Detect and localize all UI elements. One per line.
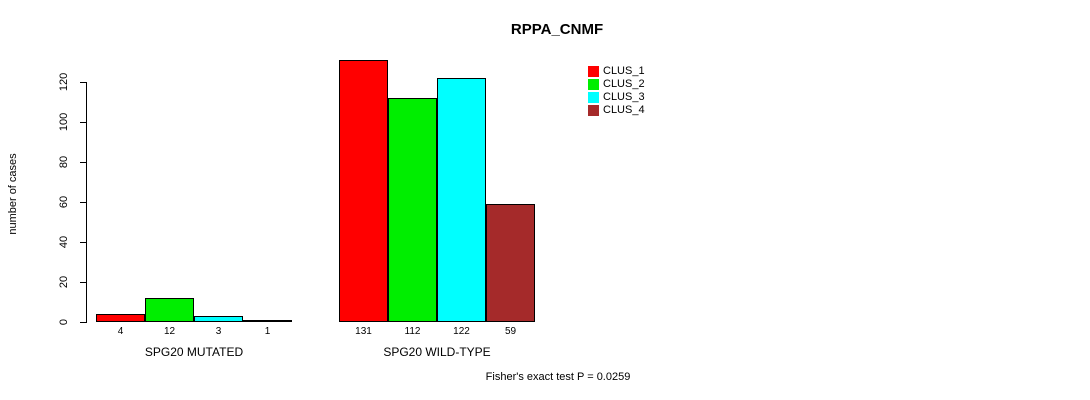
y-axis-tick xyxy=(80,202,86,203)
legend-swatch-icon xyxy=(588,79,599,90)
y-axis-tick xyxy=(80,122,86,123)
y-axis-tick xyxy=(80,242,86,243)
y-axis-tick-label: 100 xyxy=(58,112,70,132)
bar-value-label: 3 xyxy=(215,326,222,337)
y-axis-tick-label: 0 xyxy=(58,318,70,326)
y-axis-tick xyxy=(80,162,86,163)
y-axis-line xyxy=(86,82,87,323)
bar-value-label: 12 xyxy=(163,326,176,337)
y-axis-tick-label: 120 xyxy=(58,72,70,92)
legend: CLUS_1 CLUS_2 CLUS_3 CLUS_4 xyxy=(588,65,645,117)
y-axis-tick-label: 60 xyxy=(58,195,70,209)
group-label-2: SPG20 WILD-TYPE xyxy=(383,345,491,359)
legend-row-clus_4: CLUS_4 xyxy=(588,104,645,117)
bar-value-label: 112 xyxy=(404,326,421,337)
bar-value-label: 131 xyxy=(355,326,372,337)
bar-value-label: 4 xyxy=(117,326,124,337)
bar-clus_3-group1 xyxy=(194,316,243,322)
bar-clus_2-group2 xyxy=(388,98,437,322)
bar-clus_1-group2 xyxy=(339,60,388,322)
group-label-1: SPG20 MUTATED xyxy=(144,345,244,359)
y-axis-tick xyxy=(80,322,86,323)
y-axis-tick-label: 40 xyxy=(58,235,70,249)
y-axis-tick-label: 20 xyxy=(58,275,70,289)
chart-title: RPPA_CNMF xyxy=(510,21,604,38)
bar-clus_4-group1 xyxy=(243,320,292,322)
bar-clus_3-group2 xyxy=(437,78,486,322)
legend-row-clus_3: CLUS_3 xyxy=(588,91,645,104)
legend-swatch-icon xyxy=(588,105,599,116)
annotation-text: Fisher's exact test P = 0.0259 xyxy=(485,371,631,383)
legend-row-clus_1: CLUS_1 xyxy=(588,65,645,78)
legend-swatch-icon xyxy=(588,92,599,103)
y-axis-label: number of cases xyxy=(7,153,19,235)
y-axis-tick-label: 80 xyxy=(58,155,70,169)
bar-value-label: 1 xyxy=(264,326,271,337)
y-axis-tick xyxy=(80,82,86,83)
bar-clus_2-group1 xyxy=(145,298,194,322)
legend-label: CLUS_4 xyxy=(603,104,645,116)
bar-value-label: 59 xyxy=(504,326,517,337)
legend-swatch-icon xyxy=(588,66,599,77)
bar-clus_1-group1 xyxy=(96,314,145,322)
bar-value-label: 122 xyxy=(453,326,470,337)
legend-label: CLUS_2 xyxy=(603,78,645,90)
bar-clus_4-group2 xyxy=(486,204,535,322)
legend-label: CLUS_3 xyxy=(603,91,645,103)
legend-label: CLUS_1 xyxy=(603,65,645,77)
legend-row-clus_2: CLUS_2 xyxy=(588,78,645,91)
y-axis-tick xyxy=(80,282,86,283)
